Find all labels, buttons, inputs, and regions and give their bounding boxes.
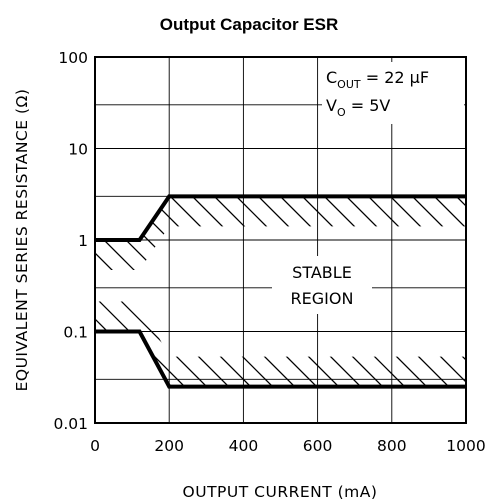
lower-boundary-line <box>95 329 466 389</box>
condition-line: VO = 5V <box>326 96 390 119</box>
y-tick-label: 1 <box>78 232 88 250</box>
hatch-line <box>95 196 382 387</box>
x-tick-label: 1000 <box>446 437 485 455</box>
x-tick-label: 400 <box>229 437 259 455</box>
region-label-line2: REGION <box>291 289 354 308</box>
upper-boundary-line <box>95 194 466 242</box>
hatch-line <box>487 7 495 473</box>
x-tick-label: 0 <box>90 437 100 455</box>
y-tick-label: 0.01 <box>53 415 88 433</box>
y-tick-label: 0.1 <box>63 324 88 342</box>
condition-line: COUT = 22 μF <box>326 68 429 91</box>
x-tick-label: 800 <box>377 437 407 455</box>
y-axis-label: EQUIVALENT SERIES RESISTANCE (Ω) <box>13 89 31 392</box>
region-label-line1: STABLE <box>292 263 352 282</box>
y-tick-label: 100 <box>58 49 88 67</box>
x-axis-label: OUTPUT CURRENT (mA) <box>183 483 378 501</box>
region-label-bg <box>272 256 372 314</box>
x-tick-label: 600 <box>303 437 333 455</box>
boundary-lines <box>95 194 466 389</box>
conditions-annotation: COUT = 22 μF VO = 5V <box>326 68 429 119</box>
plot-frame <box>94 56 467 424</box>
conditions-box-bg <box>322 62 464 124</box>
tick-labels: 0 200 400 600 800 1000 0.01 0.1 1 10 100 <box>53 49 485 455</box>
hatch-line <box>464 196 466 387</box>
x-tick-label: 200 <box>154 437 184 455</box>
chart-title: Output Capacitor ESR <box>160 15 339 34</box>
y-tick-label: 10 <box>68 141 88 159</box>
